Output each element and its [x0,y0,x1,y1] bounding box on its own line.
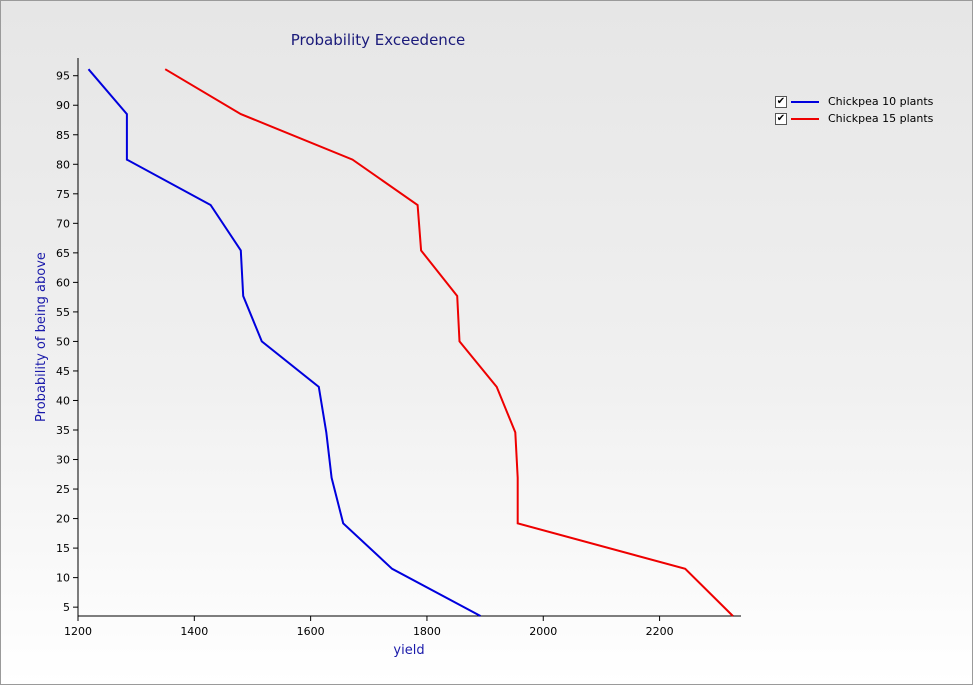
y-tick-label: 40 [56,394,70,407]
chart-title: Probability Exceedence [291,31,466,49]
y-tick-label: 50 [56,335,70,348]
x-tick-label: 2200 [646,625,674,638]
plot-area: 1200 1400 1600 1800 2000 2200 5 10 15 20 25 30 35 40 4… [56,58,741,638]
series-line-2 [164,68,734,617]
legend-checkbox-series-1[interactable]: ✔ [775,95,787,108]
x-tick-label: 1200 [64,625,92,638]
y-tick-label: 80 [56,158,70,171]
y-tick-label: 25 [56,483,70,496]
y-tick-label: 5 [63,601,70,614]
y-tick-label: 45 [56,365,70,378]
legend-checkbox-series-2[interactable]: ✔ [775,112,787,125]
legend-swatch-series-1 [791,100,819,103]
legend-swatch-series-2 [791,117,819,120]
series-line-1 [87,68,481,617]
x-axis-label: yield [393,643,424,658]
x-tick-label: 1400 [180,625,208,638]
y-tick-label: 10 [56,572,70,585]
y-tick-label: 70 [56,217,70,230]
y-tick-label: 90 [56,99,70,112]
x-tick-label: 1600 [297,625,325,638]
y-tick-label: 65 [56,247,70,260]
y-tick-label: 55 [56,306,70,319]
legend-item-series-1[interactable]: ✔ Chickpea 10 plants [775,93,933,110]
x-tick-label: 2000 [529,625,557,638]
y-tick-label: 20 [56,513,70,526]
y-tick-label: 85 [56,129,70,142]
legend-label-series-2: Chickpea 15 plants [828,112,934,125]
x-tick-label: 1800 [413,625,441,638]
legend-label-series-1: Chickpea 10 plants [828,95,934,108]
y-axis-label: Probability of being above [34,252,49,422]
y-tick-label: 75 [56,188,70,201]
y-tick-label: 15 [56,542,70,555]
y-tick-label: 35 [56,424,70,437]
y-tick-label: 60 [56,276,70,289]
y-tick-label: 95 [56,70,70,83]
legend-item-series-2[interactable]: ✔ Chickpea 15 plants [775,110,933,127]
legend: ✔ Chickpea 10 plants ✔ Chickpea 15 plant… [775,93,933,127]
y-tick-label: 30 [56,454,70,467]
